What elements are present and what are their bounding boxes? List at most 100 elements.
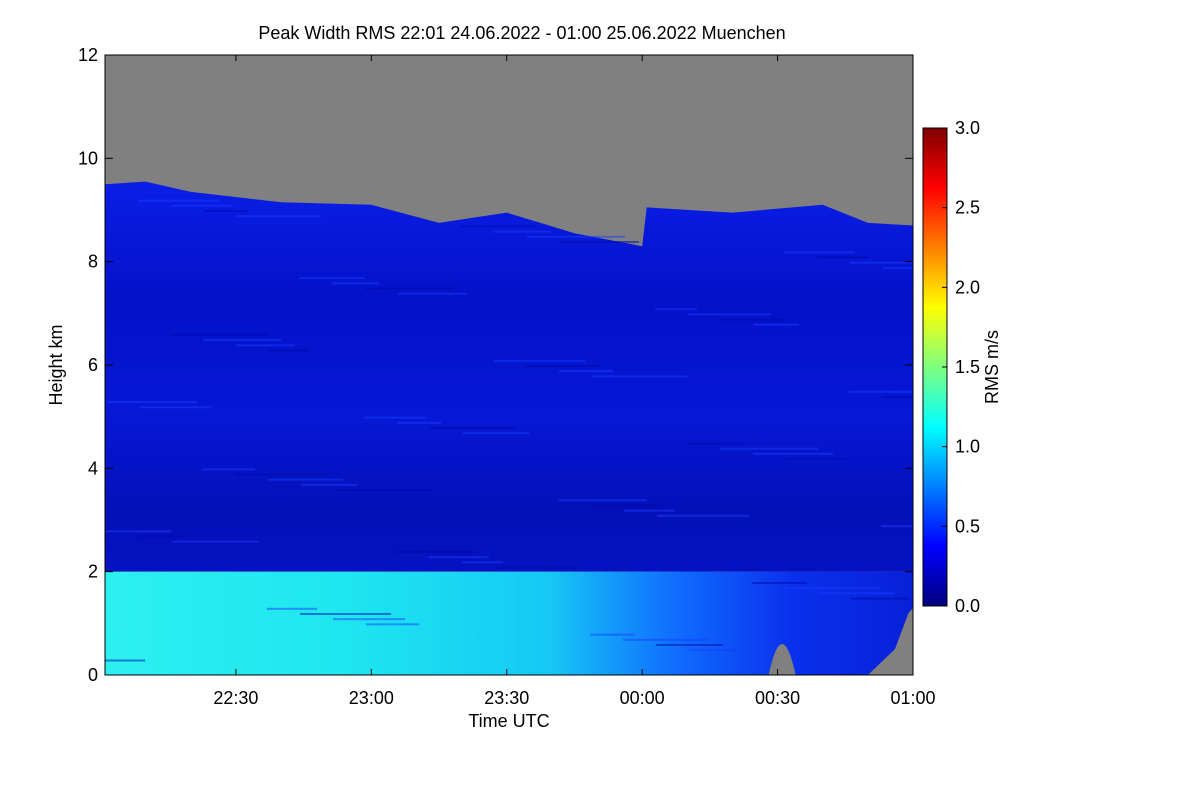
- streak: [850, 261, 913, 264]
- x-tick-label: 00:00: [620, 688, 665, 708]
- streak: [139, 535, 185, 538]
- streak: [559, 370, 613, 373]
- streak: [268, 478, 343, 481]
- colorbar-label: RMS m/s: [982, 330, 1002, 404]
- streak: [655, 308, 697, 311]
- y-tick-label: 10: [78, 148, 98, 168]
- streak: [720, 447, 819, 450]
- streak: [623, 638, 709, 641]
- streak: [721, 318, 785, 321]
- streak: [592, 375, 687, 378]
- streak: [624, 509, 675, 512]
- colorbar-ticks: 0.0 0.5 1.0 1.5 2.0 2.5 3.0: [942, 118, 980, 616]
- streak: [140, 406, 211, 409]
- y-axis: 0 2 4 6 8 10 12: [78, 45, 913, 685]
- colorbar-tick-label: 2.5: [955, 198, 980, 218]
- streak: [689, 649, 737, 652]
- streak: [754, 323, 799, 326]
- streak: [300, 613, 391, 615]
- streak: [851, 597, 909, 600]
- streak: [753, 452, 833, 455]
- streak: [429, 556, 489, 559]
- streak: [462, 561, 503, 564]
- streak: [365, 287, 453, 290]
- streak: [333, 618, 405, 621]
- colorbar-tick-label: 2.0: [955, 277, 980, 297]
- y-tick-label: 6: [88, 355, 98, 375]
- plot-area: [105, 55, 913, 675]
- upper-troposphere-region: [105, 181, 913, 572]
- streak: [366, 623, 419, 626]
- turbulence-streaks: [105, 199, 913, 662]
- streak: [204, 210, 247, 212]
- streak: [105, 659, 145, 662]
- streak: [656, 644, 723, 646]
- streak: [267, 607, 317, 610]
- streak: [687, 442, 745, 445]
- streak: [883, 266, 913, 269]
- streak: [527, 235, 625, 238]
- y-tick-label: 12: [78, 45, 98, 65]
- streak: [334, 489, 431, 491]
- streak: [688, 313, 771, 316]
- streak: [785, 587, 881, 590]
- streak: [106, 530, 171, 533]
- streak: [170, 334, 267, 336]
- streak: [364, 416, 427, 419]
- x-tick-label: 01:00: [890, 688, 935, 708]
- y-tick-label: 0: [88, 665, 98, 685]
- y-tick-label: 4: [88, 458, 98, 478]
- streak: [558, 499, 647, 502]
- streak: [786, 458, 847, 460]
- streak: [882, 396, 913, 398]
- streak: [591, 504, 661, 507]
- x-tick-label: 23:00: [349, 688, 394, 708]
- streak: [493, 359, 585, 362]
- streak: [237, 215, 321, 218]
- streak: [784, 251, 855, 254]
- streak: [396, 551, 475, 553]
- x-tick-label: 23:30: [484, 688, 529, 708]
- streak: [107, 401, 197, 404]
- streak: [235, 473, 329, 476]
- colorbar-tick-label: 3.0: [955, 118, 980, 138]
- colorbar-tick-label: 0.5: [955, 516, 980, 536]
- streak: [332, 282, 379, 285]
- streak: [657, 514, 749, 517]
- chart-title: Peak Width RMS 22:01 24.06.2022 - 01:00 …: [258, 23, 785, 43]
- x-axis-label: Time UTC: [468, 711, 549, 731]
- streak: [172, 540, 259, 543]
- streak: [590, 633, 635, 636]
- x-axis: 22:30 23:00 23:30 00:00 00:30 01:00: [213, 55, 936, 708]
- x-tick-label: 00:30: [755, 688, 800, 708]
- streak: [461, 225, 537, 228]
- streak: [849, 390, 913, 393]
- streak: [817, 256, 869, 259]
- streak: [430, 427, 515, 429]
- streak: [301, 483, 357, 486]
- streak: [171, 204, 233, 207]
- colorbar-tick-label: 1.0: [955, 437, 980, 457]
- y-tick-label: 8: [88, 252, 98, 272]
- streak: [494, 230, 551, 233]
- colorbar-tick-label: 1.5: [955, 357, 980, 377]
- streak: [269, 349, 309, 352]
- streak: [397, 421, 441, 424]
- y-axis-label: Height km: [46, 324, 66, 405]
- streak: [203, 339, 281, 342]
- streak: [398, 292, 467, 295]
- streak: [752, 582, 807, 584]
- streak: [202, 468, 255, 471]
- streak: [881, 525, 913, 528]
- streak: [526, 365, 599, 367]
- streak: [560, 241, 639, 243]
- y-tick-label: 2: [88, 562, 98, 582]
- streak: [463, 432, 529, 435]
- streak: [138, 199, 219, 202]
- streak: [818, 592, 895, 595]
- colorbar-tick-label: 0.0: [955, 596, 980, 616]
- x-tick-label: 22:30: [213, 688, 258, 708]
- no-data-surface-patch: [768, 607, 913, 675]
- streak: [495, 566, 577, 569]
